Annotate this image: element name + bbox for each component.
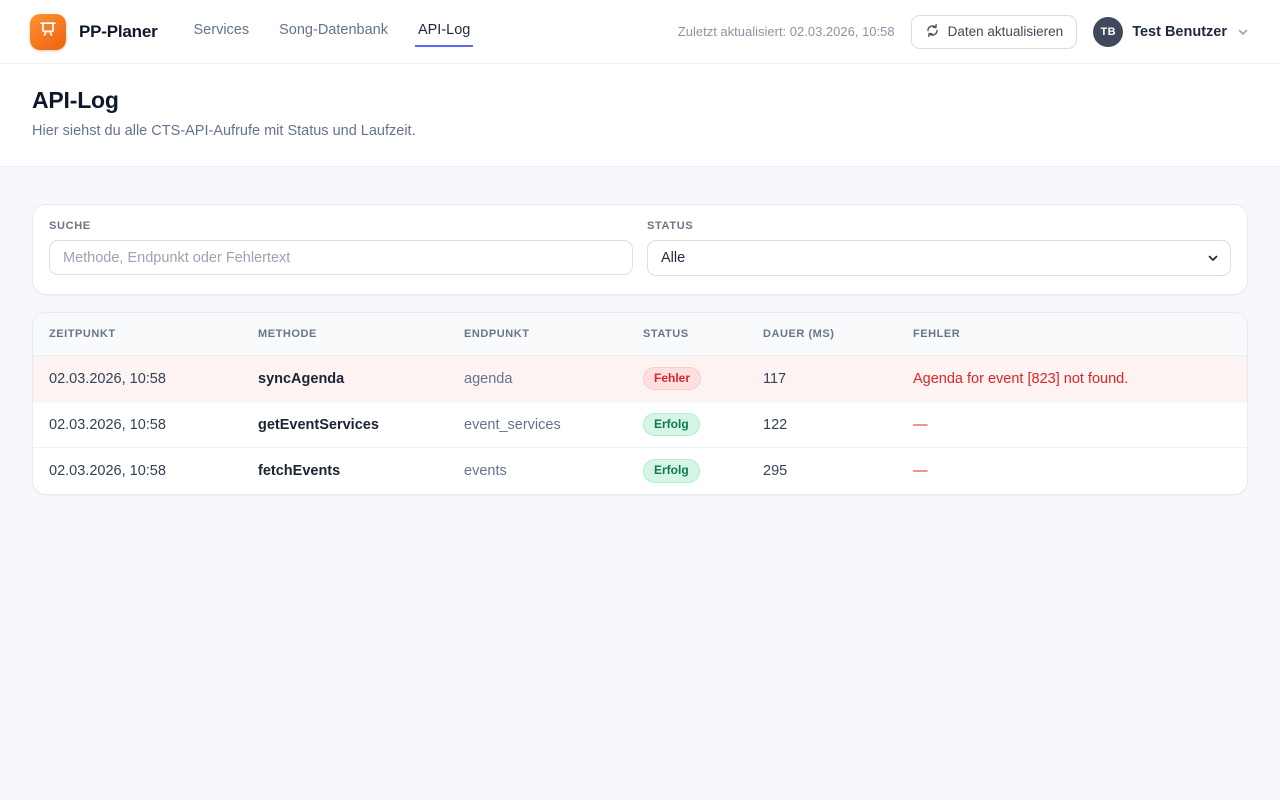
cell-status: Fehler (643, 366, 763, 391)
table-row: 02.03.2026, 10:58 fetchEvents events Erf… (33, 448, 1247, 494)
status-label: STATUS (647, 220, 694, 232)
cell-methode: getEventServices (258, 416, 379, 433)
main-content: SUCHE STATUS Alle ZEITPUNKT METHODE ENDP… (0, 167, 1280, 532)
nav-item-song-datenbank[interactable]: Song-Datenbank (279, 21, 388, 38)
cell-status: Erfolg (643, 412, 763, 437)
refresh-icon (925, 23, 940, 41)
page-title: API-Log (32, 87, 119, 113)
cell-dauer: 122 (763, 416, 788, 433)
last-updated-text: Zuletzt aktualisiert: 02.03.2026, 10:58 (677, 24, 895, 39)
column-header-endpunkt: ENDPUNKT (464, 328, 530, 340)
cell-fehler: — (913, 463, 928, 479)
topbar: PP-Planer Services Song-Datenbank API-Lo… (0, 0, 1280, 64)
cell-endpunkt: agenda (464, 370, 513, 387)
app-logo (30, 13, 66, 50)
column-header-dauer: DAUER (MS) (763, 328, 835, 340)
refresh-button-label: Daten aktualisieren (947, 24, 1064, 39)
search-label: SUCHE (49, 220, 91, 232)
status-badge: Erfolg (643, 412, 700, 437)
cell-zeitpunkt: 02.03.2026, 10:58 (49, 370, 166, 387)
status-select-wrap: Alle (647, 240, 1231, 276)
table-header-row: ZEITPUNKT METHODE ENDPUNKT STATUS DAUER … (33, 313, 1247, 356)
cell-methode: syncAgenda (258, 370, 345, 387)
page-header: API-Log Hier siehst du alle CTS-API-Aufr… (0, 64, 1280, 167)
filter-card: SUCHE STATUS Alle (32, 204, 1248, 295)
topbar-right: Zuletzt aktualisiert: 02.03.2026, 10:58 … (677, 14, 1250, 49)
cell-status: Erfolg (643, 459, 763, 483)
column-header-zeitpunkt: ZEITPUNKT (49, 328, 116, 340)
cell-endpunkt: events (464, 463, 507, 479)
table-row: 02.03.2026, 10:58 getEventServices event… (33, 402, 1247, 448)
status-badge: Erfolg (643, 459, 700, 483)
status-badge: Fehler (643, 366, 702, 391)
main-nav: Services Song-Datenbank API-Log (191, 17, 474, 47)
search-field-group: SUCHE (49, 220, 633, 276)
nav-item-services[interactable]: Services (193, 21, 250, 38)
nav-item-api-log[interactable]: API-Log (414, 17, 474, 47)
search-input[interactable] (49, 240, 633, 275)
cell-zeitpunkt: 02.03.2026, 10:58 (49, 463, 166, 479)
avatar: TB (1093, 16, 1124, 47)
api-log-table: ZEITPUNKT METHODE ENDPUNKT STATUS DAUER … (32, 312, 1248, 495)
refresh-data-button[interactable]: Daten aktualisieren (910, 14, 1078, 49)
column-header-status: STATUS (643, 328, 689, 340)
cell-dauer: 117 (763, 370, 787, 387)
user-name: Test Benutzer (1132, 23, 1227, 40)
user-menu[interactable]: TB Test Benutzer (1093, 16, 1250, 47)
status-select[interactable]: Alle (647, 240, 1231, 276)
cell-dauer: 295 (763, 463, 788, 479)
cell-fehler: Agenda for event [823] not found. (913, 370, 1129, 387)
status-field-group: STATUS Alle (647, 220, 1231, 276)
cell-methode: fetchEvents (258, 463, 341, 479)
table-row: 02.03.2026, 10:58 syncAgenda agenda Fehl… (33, 356, 1247, 402)
cell-fehler: — (913, 416, 928, 433)
cell-zeitpunkt: 02.03.2026, 10:58 (49, 416, 166, 433)
presentation-board-icon (38, 19, 58, 44)
chevron-down-icon (1236, 25, 1250, 39)
page-subtitle: Hier siehst du alle CTS-API-Aufrufe mit … (32, 123, 416, 139)
cell-endpunkt: event_services (464, 416, 561, 433)
column-header-methode: METHODE (258, 328, 317, 340)
brand: PP-Planer (30, 13, 158, 50)
brand-name: PP-Planer (79, 21, 158, 41)
column-header-fehler: FEHLER (913, 328, 961, 340)
